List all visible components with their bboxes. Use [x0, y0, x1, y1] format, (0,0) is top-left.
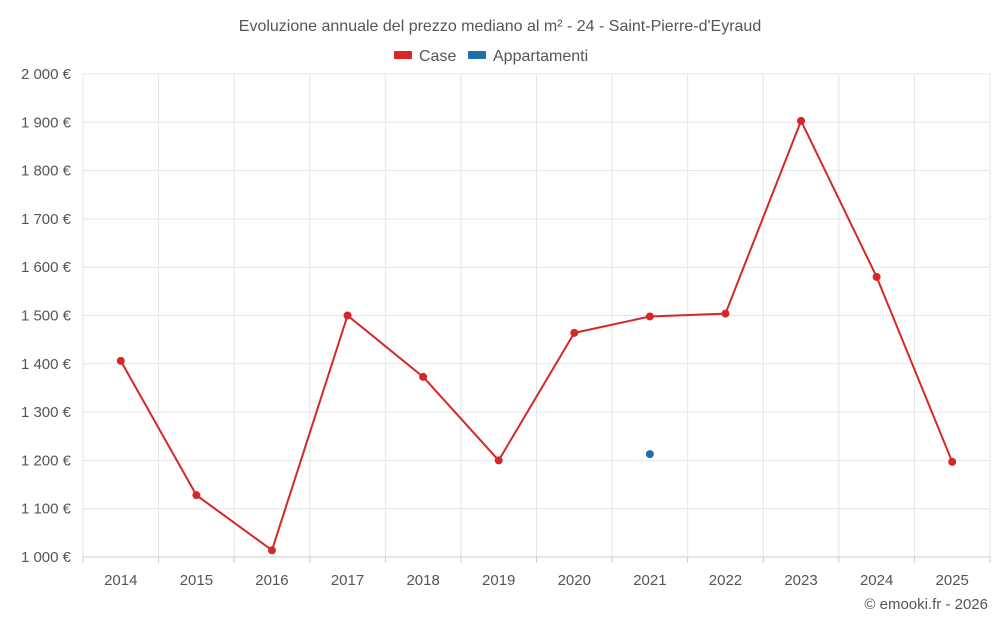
data-point-case-2017[interactable] — [343, 311, 352, 320]
series-layer — [116, 116, 957, 555]
x-tick-label-2018: 2018 — [406, 572, 439, 589]
data-point-case-2025[interactable] — [948, 457, 957, 466]
data-point-case-2016[interactable] — [267, 546, 276, 555]
y-tick-label: 1 900 € — [21, 114, 72, 131]
legend-label-appartamenti: Appartamenti — [493, 48, 588, 65]
x-tick-label-2016: 2016 — [255, 572, 288, 589]
series-line-case — [119, 119, 954, 552]
x-tick-label-2019: 2019 — [482, 572, 515, 589]
data-point-case-2023[interactable] — [797, 116, 806, 125]
data-point-appartamenti-2021[interactable] — [645, 450, 654, 459]
x-tick-label-2023: 2023 — [784, 572, 817, 589]
x-tick-label-2025: 2025 — [936, 572, 969, 589]
legend-label-case: Case — [419, 48, 456, 65]
x-axis: 2014 2015 2016 2017 2018 2019 2020 2021 2022 2023… — [82, 556, 991, 589]
legend-item-appartamenti[interactable]: Appartamenti — [468, 48, 588, 65]
data-point-case-2019[interactable] — [494, 456, 503, 465]
y-tick-label: 1 100 € — [21, 501, 72, 518]
data-point-case-2020[interactable] — [570, 328, 579, 337]
data-point-case-2018[interactable] — [419, 372, 428, 381]
data-point-case-2014[interactable] — [116, 356, 125, 365]
y-tick-label: 1 700 € — [21, 211, 72, 228]
data-point-case-2024[interactable] — [872, 272, 881, 281]
data-point-case-2021[interactable] — [645, 312, 654, 321]
legend-swatch-appartamenti — [468, 51, 486, 59]
data-point-case-2015[interactable] — [192, 491, 201, 500]
legend: Case Appartamenti — [394, 48, 588, 65]
x-tick-label-2014: 2014 — [104, 572, 137, 589]
y-tick-label: 1 600 € — [21, 259, 72, 276]
y-tick-label: 1 500 € — [21, 308, 72, 325]
data-point-case-2022[interactable] — [721, 309, 730, 318]
grid — [82, 73, 991, 558]
y-tick-label: 1 400 € — [21, 356, 72, 373]
x-tick-label-2022: 2022 — [709, 572, 742, 589]
y-axis: 1 000 € 1 100 € 1 200 € 1 300 € 1 400 € 1 500… — [21, 66, 72, 566]
y-tick-label: 1 200 € — [21, 452, 72, 469]
x-tick-label-2015: 2015 — [180, 572, 213, 589]
y-tick-label: 1 800 € — [21, 163, 72, 180]
y-tick-label: 1 300 € — [21, 404, 72, 421]
y-tick-label: 1 000 € — [21, 549, 72, 566]
credit-text: © emooki.fr - 2026 — [864, 596, 988, 613]
x-tick-label-2020: 2020 — [558, 572, 591, 589]
legend-item-case[interactable]: Case — [394, 48, 456, 65]
x-tick-label-2024: 2024 — [860, 572, 893, 589]
x-tick-label-2021: 2021 — [633, 572, 666, 589]
y-tick-label: 2 000 € — [21, 66, 72, 83]
x-tick-label-2017: 2017 — [331, 572, 364, 589]
legend-swatch-case — [394, 51, 412, 59]
chart-title: Evoluzione annuale del prezzo mediano al… — [239, 18, 761, 35]
